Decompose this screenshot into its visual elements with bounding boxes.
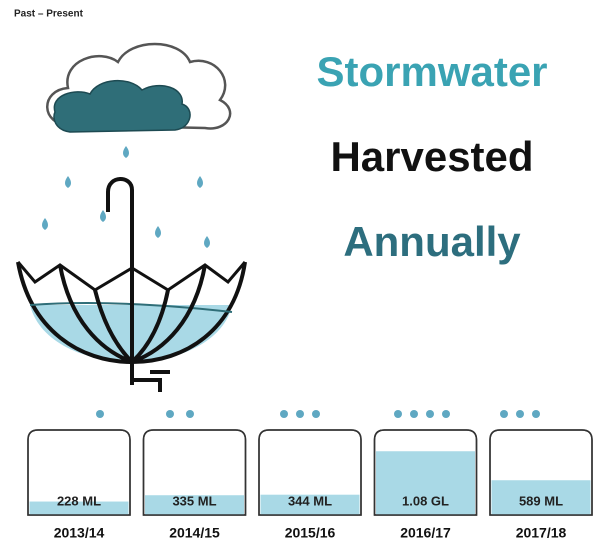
value-label: 335 ML [172,493,216,508]
category-label: 2014/15 [169,525,220,541]
raindrops [42,146,210,248]
umbrella [18,179,245,392]
title-line: Harvested [330,133,533,180]
title-line: Annually [343,218,521,265]
tank-drops [96,410,540,418]
cloud [47,44,230,132]
category-label: 2017/18 [516,525,567,541]
title-line: Stormwater [316,48,547,95]
value-label: 344 ML [288,493,332,508]
category-label: 2013/14 [54,525,105,541]
value-label: 1.08 GL [402,493,449,508]
value-label: 589 ML [519,493,563,508]
category-label: 2015/16 [285,525,336,541]
value-label: 228 ML [57,493,101,508]
category-label: 2016/17 [400,525,451,541]
subtitle: Past – Present [14,9,84,20]
infographic: Past – Present Stormwater Harvested Annual… [0,0,604,547]
